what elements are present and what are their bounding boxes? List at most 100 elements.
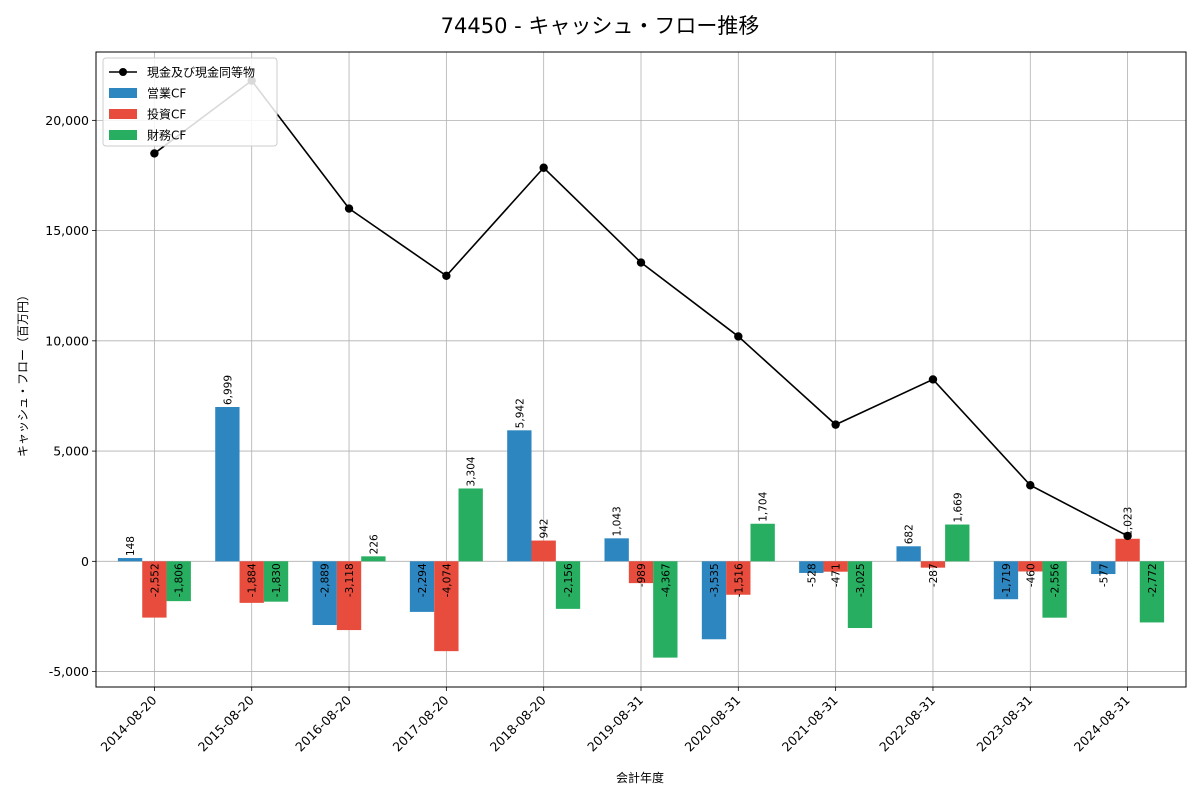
x-tick-label: 2019-08-31 xyxy=(584,693,646,755)
x-tick-label: 2023-08-31 xyxy=(973,693,1035,755)
bar-営業CF xyxy=(604,538,629,562)
data-labels: 148 6,999 -2,889 -2,294 5,942 1,043 -3,535 -528… xyxy=(125,375,1159,597)
bar-value-label: -577 xyxy=(1098,563,1110,587)
bar-value-label: 1,669 xyxy=(952,492,964,522)
bar-投資CF xyxy=(920,561,946,568)
bar-営業CF xyxy=(701,561,727,640)
legend-swatch xyxy=(109,109,137,119)
bar-財務CF xyxy=(945,524,970,562)
cash-point xyxy=(831,420,840,429)
bar-value-label: -4,367 xyxy=(660,563,672,597)
bar-value-label: -287 xyxy=(928,563,940,587)
bar-営業CF xyxy=(896,546,921,562)
cash-point xyxy=(1123,531,1132,541)
bar-value-label: 3,304 xyxy=(466,456,478,486)
bar-営業CF xyxy=(993,561,1019,600)
legend-label: 営業CF xyxy=(147,87,186,101)
bar-営業CF xyxy=(117,558,143,562)
x-tick-label: 2020-08-31 xyxy=(681,693,743,755)
bar-財務CF xyxy=(653,561,678,658)
bar-value-label: -1,806 xyxy=(174,563,186,597)
bar-value-label: 942 xyxy=(539,519,551,539)
bar-財務CF xyxy=(166,561,191,602)
bar-営業CF xyxy=(799,561,824,573)
bar-value-label: 226 xyxy=(368,534,380,554)
bar-財務CF xyxy=(750,523,775,562)
x-tick-label: 2018-08-20 xyxy=(487,692,549,754)
y-axis-label: キャッシュ・フロー（百万円） xyxy=(16,289,30,457)
bar-投資CF xyxy=(434,561,459,652)
bar-投資CF xyxy=(823,561,848,572)
cash-point xyxy=(539,163,548,172)
bar-value-label: -3,025 xyxy=(855,563,867,597)
bar-value-label: -1,830 xyxy=(271,563,283,597)
bar-value-label: 6,999 xyxy=(222,375,234,405)
bar-value-label: -2,556 xyxy=(1050,563,1062,597)
chart-title: 74450 - キャッシュ・フロー推移 xyxy=(441,14,760,38)
bar-value-label: -3,535 xyxy=(709,563,721,597)
bar-財務CF xyxy=(263,561,289,602)
y-tick-label: 10,000 xyxy=(45,333,89,348)
bar-投資CF xyxy=(726,561,751,595)
bar-value-label: -2,156 xyxy=(563,563,575,597)
bar-value-label: 5,942 xyxy=(514,398,526,428)
bar-value-label: 1,023 xyxy=(1123,507,1135,537)
legend-swatch xyxy=(109,88,137,98)
bar-財務CF xyxy=(361,556,386,562)
bar-財務CF xyxy=(458,488,483,562)
x-tick-label: 2014-08-20 xyxy=(98,692,160,754)
bar-財務CF xyxy=(847,561,873,629)
cash-point xyxy=(150,149,159,158)
bar-投資CF xyxy=(142,561,167,618)
y-tick-label: 0 xyxy=(81,554,89,569)
cash-point xyxy=(442,271,451,280)
bar-営業CF xyxy=(507,430,532,562)
bar-投資CF xyxy=(239,561,264,603)
bar-投資CF xyxy=(531,540,556,562)
bar-value-label: -471 xyxy=(831,563,843,587)
axes: -5,000 0 5,000 10,000 15,000 20,000 2014-08-20… xyxy=(45,113,1132,755)
y-tick-label: 15,000 xyxy=(45,223,89,238)
bar-value-label: -2,552 xyxy=(149,563,161,597)
bar-営業CF xyxy=(409,561,435,612)
bar-value-label: -460 xyxy=(1025,563,1037,587)
bar-投資CF xyxy=(1018,561,1043,572)
bar-value-label: -1,884 xyxy=(247,563,259,597)
bar-投資CF xyxy=(336,561,362,631)
bar-value-label: -3,118 xyxy=(344,563,356,597)
bar-財務CF xyxy=(1139,561,1165,623)
x-tick-label: 2024-08-31 xyxy=(1071,693,1133,755)
cash-point xyxy=(636,258,646,267)
bar-value-label: -2,294 xyxy=(417,563,429,597)
x-tick-label: 2022-08-31 xyxy=(876,693,938,755)
bar-営業CF xyxy=(215,407,240,562)
bar-value-label: 1,043 xyxy=(612,506,624,536)
legend-marker xyxy=(119,68,127,76)
x-tick-label: 2016-08-20 xyxy=(292,692,354,754)
cash-point xyxy=(928,375,938,384)
bar-value-label: -528 xyxy=(806,563,818,587)
y-tick-label: 5,000 xyxy=(53,444,89,459)
bar-value-label: -4,074 xyxy=(441,563,453,597)
cash-point xyxy=(1026,481,1035,490)
x-tick-label: 2021-08-31 xyxy=(779,693,841,755)
bar-営業CF xyxy=(312,561,337,626)
bar-value-label: -1,516 xyxy=(733,563,745,597)
y-tick-label: 20,000 xyxy=(45,113,89,128)
bar-series xyxy=(117,407,1165,658)
bar-value-label: 682 xyxy=(904,524,916,544)
cash-point xyxy=(344,204,354,213)
cash-point xyxy=(734,332,743,341)
bar-財務CF xyxy=(1042,561,1067,618)
legend-label: 財務CF xyxy=(147,128,186,143)
legend-swatch xyxy=(109,130,137,140)
bar-value-label: -2,889 xyxy=(320,563,332,597)
x-tick-label: 2015-08-20 xyxy=(195,692,257,754)
bar-財務CF xyxy=(555,561,581,609)
legend-label: 現金及び現金同等物 xyxy=(147,65,255,80)
bar-value-label: 1,704 xyxy=(758,491,770,521)
bar-営業CF xyxy=(1091,561,1116,575)
x-axis-label: 会計年度 xyxy=(616,770,664,785)
